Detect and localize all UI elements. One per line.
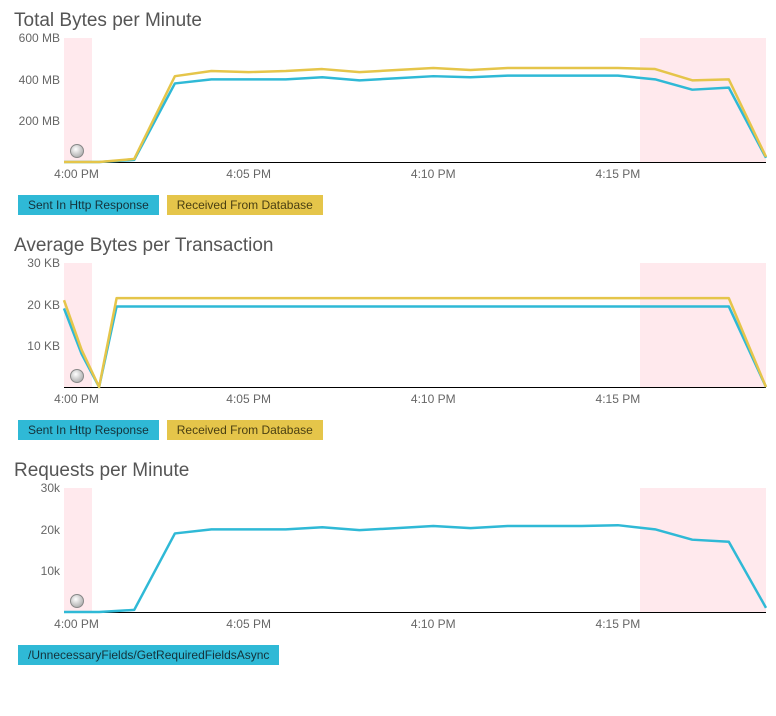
x-axis-labels: 4:00 PM4:05 PM4:10 PM4:15 PM xyxy=(64,617,766,635)
x-tick-label: 4:15 PM xyxy=(596,392,641,406)
y-tick-label: 20k xyxy=(41,523,60,537)
legend-item[interactable]: Sent In Http Response xyxy=(18,420,159,440)
series-line xyxy=(64,298,766,387)
x-tick-label: 4:15 PM xyxy=(596,617,641,631)
chart-avg-bytes: Average Bytes per Transaction30 KB 20 KB 1… xyxy=(14,235,766,440)
y-tick-label: 600 MB xyxy=(19,31,60,45)
x-tick-label: 4:10 PM xyxy=(411,392,456,406)
x-axis-labels: 4:00 PM4:05 PM4:10 PM4:15 PM xyxy=(64,392,766,410)
plot-area[interactable] xyxy=(64,263,766,388)
loading-indicator-icon xyxy=(70,594,84,608)
chart-svg xyxy=(64,263,766,387)
legend-item[interactable]: Received From Database xyxy=(167,195,323,215)
x-tick-label: 4:05 PM xyxy=(226,167,271,181)
chart-svg xyxy=(64,38,766,162)
legend: /UnnecessaryFields/GetRequiredFieldsAsyn… xyxy=(18,645,766,665)
y-tick-label: 10 KB xyxy=(27,339,60,353)
legend-item[interactable]: Sent In Http Response xyxy=(18,195,159,215)
plot-area[interactable] xyxy=(64,488,766,613)
x-tick-label: 4:10 PM xyxy=(411,617,456,631)
y-tick-label: 30k xyxy=(41,481,60,495)
legend-item[interactable]: /UnnecessaryFields/GetRequiredFieldsAsyn… xyxy=(18,645,279,665)
chart-total-bytes: Total Bytes per Minute600 MB 400 MB 200 MB… xyxy=(14,10,766,215)
y-tick-label: 30 KB xyxy=(27,256,60,270)
chart-wrap: 600 MB400 MB200 MB4:00 PM4:05 PM4:10 PM4… xyxy=(14,38,766,185)
y-tick-label: 10k xyxy=(41,564,60,578)
legend: Sent In Http Response Received From Datab… xyxy=(18,195,766,215)
chart-requests: Requests per Minute30k 20k 10k 4:00 PM 4:05 … xyxy=(14,460,766,665)
y-tick-label: 400 MB xyxy=(19,73,60,87)
y-tick-label: 20 KB xyxy=(27,298,60,312)
y-axis-labels: 30 KB20 KB10 KB xyxy=(14,263,64,388)
x-axis-labels: 4:00 PM4:05 PM4:10 PM4:15 PM xyxy=(64,167,766,185)
legend-item[interactable]: Received From Database xyxy=(167,420,323,440)
y-axis-labels: 600 MB400 MB200 MB xyxy=(14,38,64,163)
series-line xyxy=(64,306,766,387)
plot-area[interactable] xyxy=(64,38,766,163)
loading-indicator-icon xyxy=(70,144,84,158)
chart-wrap: 30 KB20 KB10 KB4:00 PM4:05 PM4:10 PM4:15… xyxy=(14,263,766,410)
chart-wrap: 30k20k10k4:00 PM4:05 PM4:10 PM4:15 PM xyxy=(14,488,766,635)
x-tick-label: 4:00 PM xyxy=(54,392,99,406)
x-tick-label: 4:15 PM xyxy=(596,167,641,181)
chart-title: Average Bytes per Transaction xyxy=(14,235,766,257)
series-line xyxy=(64,525,766,612)
chart-title: Total Bytes per Minute xyxy=(14,10,766,32)
chart-svg xyxy=(64,488,766,612)
legend: Sent In Http Response Received From Datab… xyxy=(18,420,766,440)
x-tick-label: 4:10 PM xyxy=(411,167,456,181)
chart-title: Requests per Minute xyxy=(14,460,766,482)
x-tick-label: 4:00 PM xyxy=(54,617,99,631)
x-tick-label: 4:05 PM xyxy=(226,617,271,631)
x-tick-label: 4:00 PM xyxy=(54,167,99,181)
y-tick-label: 200 MB xyxy=(19,114,60,128)
y-axis-labels: 30k20k10k xyxy=(14,488,64,613)
x-tick-label: 4:05 PM xyxy=(226,392,271,406)
loading-indicator-icon xyxy=(70,369,84,383)
